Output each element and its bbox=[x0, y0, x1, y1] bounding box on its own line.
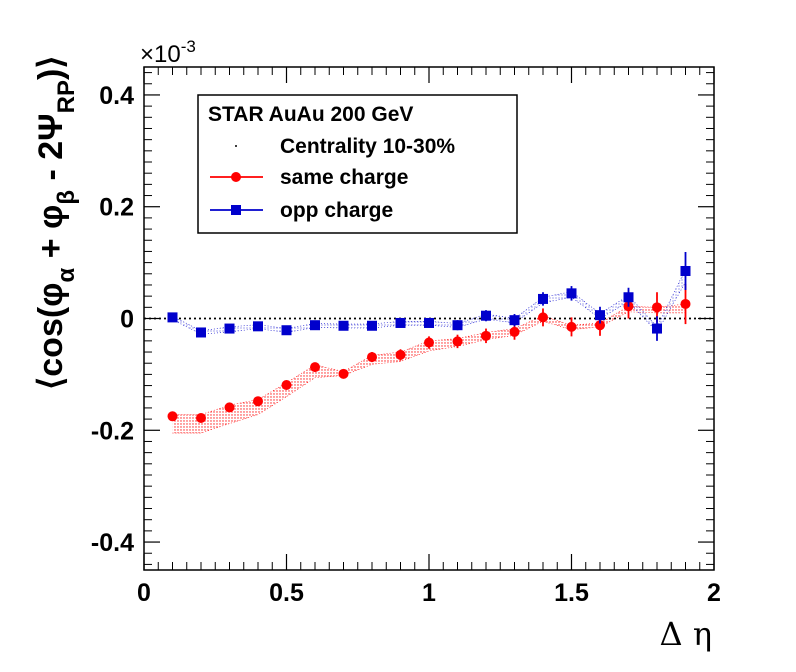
point-opp-charge bbox=[167, 312, 178, 323]
point-same-charge bbox=[281, 380, 292, 391]
point-opp-charge bbox=[595, 310, 605, 321]
x-tick-label: 2 bbox=[707, 579, 721, 607]
tick-labels: 0 0.5 1 1.5 2 0.4 0.2 0 -0.2 -0.4 bbox=[91, 82, 721, 607]
data-marks bbox=[167, 251, 691, 423]
point-opp-charge bbox=[367, 320, 377, 331]
x-tick-label: 1.5 bbox=[554, 579, 589, 607]
point-opp-charge bbox=[538, 293, 548, 304]
point-same-charge bbox=[224, 402, 235, 413]
legend: STAR AuAu 200 GeV Centrality 10-30% same… bbox=[197, 94, 518, 234]
point-opp-charge bbox=[452, 320, 463, 331]
y-tick-label: 0 bbox=[120, 306, 134, 334]
axis-ticks bbox=[143, 67, 715, 570]
x-axis-title: Δ η bbox=[660, 615, 712, 653]
point-same-charge bbox=[652, 302, 662, 313]
point-same-charge bbox=[367, 352, 377, 363]
point-opp-charge bbox=[196, 327, 206, 338]
point-same-charge bbox=[167, 411, 178, 422]
x-tick-label: 0 bbox=[137, 579, 151, 607]
point-same-charge bbox=[538, 312, 548, 323]
y-tick-label: 0.2 bbox=[99, 194, 134, 222]
point-same-charge bbox=[595, 320, 605, 331]
point-opp-charge bbox=[310, 320, 320, 331]
uncertainty-bands bbox=[172, 269, 686, 434]
point-same-charge bbox=[509, 326, 520, 337]
point-same-charge bbox=[566, 321, 577, 332]
legend-marker-same-charge bbox=[231, 172, 241, 182]
point-same-charge bbox=[338, 368, 349, 379]
point-opp-charge bbox=[481, 310, 491, 321]
legend-marker-opp-charge bbox=[231, 205, 241, 215]
legend-dot-marker bbox=[235, 145, 237, 147]
point-opp-charge bbox=[566, 288, 577, 299]
y-axis-title: ⟨cos(φα + φβ - 2ΨRP)⟩ bbox=[32, 55, 80, 390]
x-tick-label: 0.5 bbox=[269, 579, 304, 607]
y-tick-label: -0.2 bbox=[91, 417, 134, 445]
point-same-charge bbox=[481, 330, 491, 341]
y-tick-label: 0.4 bbox=[99, 82, 134, 110]
legend-label-same-charge: same charge bbox=[280, 166, 408, 189]
band-same-charge bbox=[172, 303, 686, 434]
y-tick-label: -0.4 bbox=[91, 529, 134, 557]
point-opp-charge bbox=[424, 317, 434, 328]
point-same-charge bbox=[196, 412, 206, 423]
point-same-charge bbox=[253, 396, 263, 407]
point-same-charge bbox=[310, 362, 320, 373]
point-opp-charge bbox=[680, 265, 691, 276]
point-same-charge bbox=[395, 349, 406, 360]
point-opp-charge bbox=[224, 323, 235, 334]
x-tick-label: 1 bbox=[422, 579, 436, 607]
point-same-charge bbox=[680, 298, 691, 309]
point-opp-charge bbox=[652, 323, 662, 334]
legend-subheader: Centrality 10-30% bbox=[280, 135, 455, 158]
point-same-charge bbox=[424, 337, 434, 348]
band-opp-charge bbox=[172, 269, 686, 335]
point-opp-charge bbox=[509, 315, 520, 326]
legend-label-opp-charge: opp charge bbox=[280, 199, 393, 222]
point-opp-charge bbox=[253, 321, 263, 332]
point-opp-charge bbox=[395, 317, 406, 328]
point-same-charge bbox=[452, 336, 463, 347]
point-opp-charge bbox=[338, 320, 349, 331]
exponent-label: ×10-3 bbox=[140, 37, 196, 68]
point-opp-charge bbox=[623, 292, 634, 303]
legend-header: STAR AuAu 200 GeV bbox=[208, 103, 413, 126]
point-opp-charge bbox=[281, 325, 292, 336]
